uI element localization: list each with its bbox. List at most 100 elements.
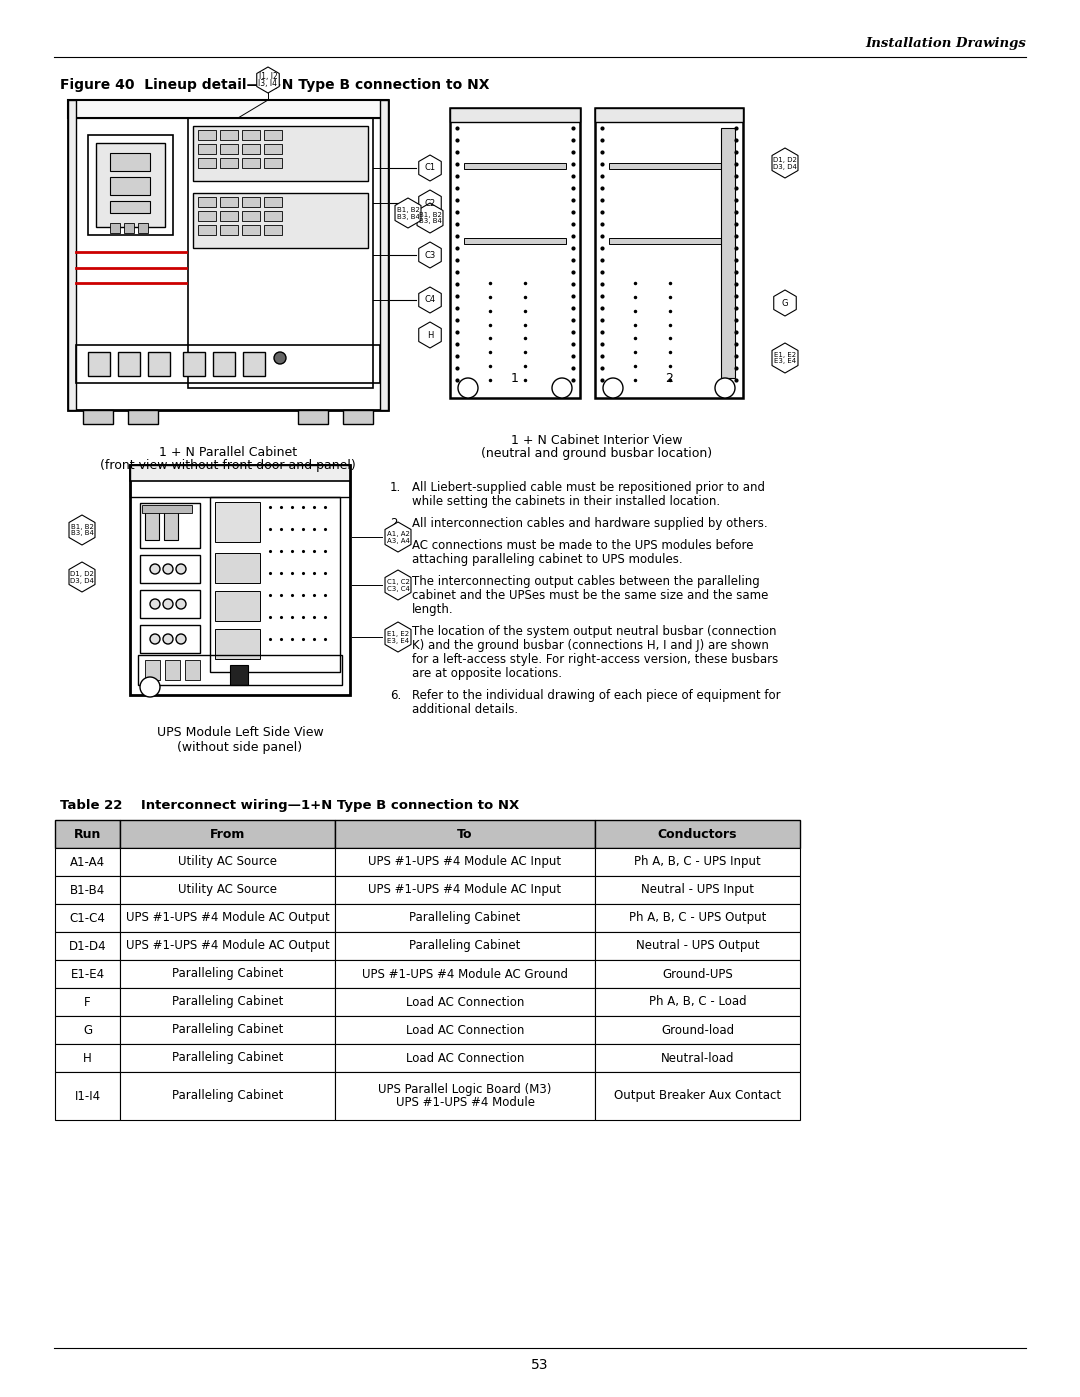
Text: Ground-UPS: Ground-UPS [662,968,733,981]
Bar [230,665,248,685]
Text: B3, B4: B3, B4 [396,214,419,219]
Bar [210,497,340,672]
Bar [595,1071,800,1120]
Text: K) and the ground busbar (connections H, I and J) are shown: K) and the ground busbar (connections H,… [411,638,769,652]
Text: E1, E2: E1, E2 [387,631,409,637]
Bar [140,503,200,548]
Circle shape [274,352,286,365]
Bar [450,108,580,122]
Bar [110,177,150,196]
Text: Paralleling Cabinet: Paralleling Cabinet [172,1052,283,1065]
Bar [130,465,350,694]
Text: (front view without front door and panel): (front view without front door and panel… [100,460,356,472]
Bar [55,876,120,904]
Bar [55,1044,120,1071]
Circle shape [176,634,186,644]
Text: C1, C2: C1, C2 [387,578,409,585]
Text: Neutral - UPS Input: Neutral - UPS Input [642,883,754,897]
Text: I1, I2: I1, I2 [258,73,278,81]
Bar [148,352,170,376]
Text: B3, B4: B3, B4 [419,218,442,225]
Bar [120,1016,335,1044]
Bar [721,129,735,379]
Bar [198,197,216,207]
Bar [198,158,216,168]
Circle shape [552,379,572,398]
Bar [193,193,368,249]
Text: while setting the cabinets in their installed location.: while setting the cabinets in their inst… [411,495,720,509]
Circle shape [163,564,173,574]
Text: All interconnection cables and hardware supplied by others.: All interconnection cables and hardware … [411,517,768,529]
Text: C3: C3 [424,250,435,260]
Circle shape [176,599,186,609]
Text: Paralleling Cabinet: Paralleling Cabinet [172,1090,283,1102]
Bar [335,876,595,904]
Bar [242,158,260,168]
Bar [55,820,120,848]
Text: B1, B2: B1, B2 [396,207,419,212]
Circle shape [458,379,478,398]
Bar [130,465,350,497]
Bar [198,144,216,154]
Text: 3.: 3. [390,539,401,552]
Bar [220,225,238,235]
Text: UPS #1-UPS #4 Module AC Ground: UPS #1-UPS #4 Module AC Ground [362,968,568,981]
Bar [140,555,200,583]
Bar [183,352,205,376]
Text: Neutral - UPS Output: Neutral - UPS Output [636,940,759,953]
Bar [242,197,260,207]
Bar [242,144,260,154]
Text: Paralleling Cabinet: Paralleling Cabinet [172,1024,283,1037]
Text: D1-D4: D1-D4 [69,940,106,953]
Bar [242,211,260,221]
Bar [298,409,328,425]
Text: Output Breaker Aux Contact: Output Breaker Aux Contact [613,1090,781,1102]
Text: 4.: 4. [390,576,402,588]
Bar [464,163,566,169]
Bar [120,820,335,848]
Bar [335,1016,595,1044]
Text: Load AC Connection: Load AC Connection [406,1052,524,1065]
Bar [335,1044,595,1071]
Text: I3, I4: I3, I4 [258,80,278,88]
Polygon shape [384,622,411,652]
Circle shape [715,379,735,398]
Polygon shape [419,190,442,217]
Polygon shape [419,242,442,268]
Bar [110,224,120,233]
Bar [595,988,800,1016]
Polygon shape [257,67,280,94]
Bar [243,352,265,376]
Bar [335,820,595,848]
Bar [120,988,335,1016]
Text: Load AC Connection: Load AC Connection [406,1024,524,1037]
Text: attaching paralleling cabinet to UPS modules.: attaching paralleling cabinet to UPS mod… [411,553,683,566]
Text: Utility AC Source: Utility AC Source [178,883,276,897]
Polygon shape [419,286,442,313]
Bar [110,154,150,170]
Text: G: G [83,1024,92,1037]
Circle shape [150,634,160,644]
Text: H: H [83,1052,92,1065]
Bar [220,130,238,140]
Bar [220,197,238,207]
Bar [595,848,800,876]
Bar [335,904,595,932]
Polygon shape [417,203,443,233]
Text: E3, E4: E3, E4 [774,359,796,365]
Text: UPS #1-UPS #4 Module AC Input: UPS #1-UPS #4 Module AC Input [368,883,562,897]
Text: Installation Drawings: Installation Drawings [865,36,1026,49]
Bar [120,960,335,988]
Bar [138,224,148,233]
Polygon shape [773,291,796,316]
Text: All Liebert-supplied cable must be repositioned prior to and: All Liebert-supplied cable must be repos… [411,481,765,495]
Bar [380,101,388,409]
Text: Load AC Connection: Load AC Connection [406,996,524,1009]
Text: Ph A, B, C - Load: Ph A, B, C - Load [649,996,746,1009]
Text: A1-A4: A1-A4 [70,855,105,869]
Text: 53: 53 [531,1358,549,1372]
Circle shape [150,564,160,574]
Text: Ground-load: Ground-load [661,1024,734,1037]
Text: Paralleling Cabinet: Paralleling Cabinet [409,911,521,925]
Bar [55,848,120,876]
